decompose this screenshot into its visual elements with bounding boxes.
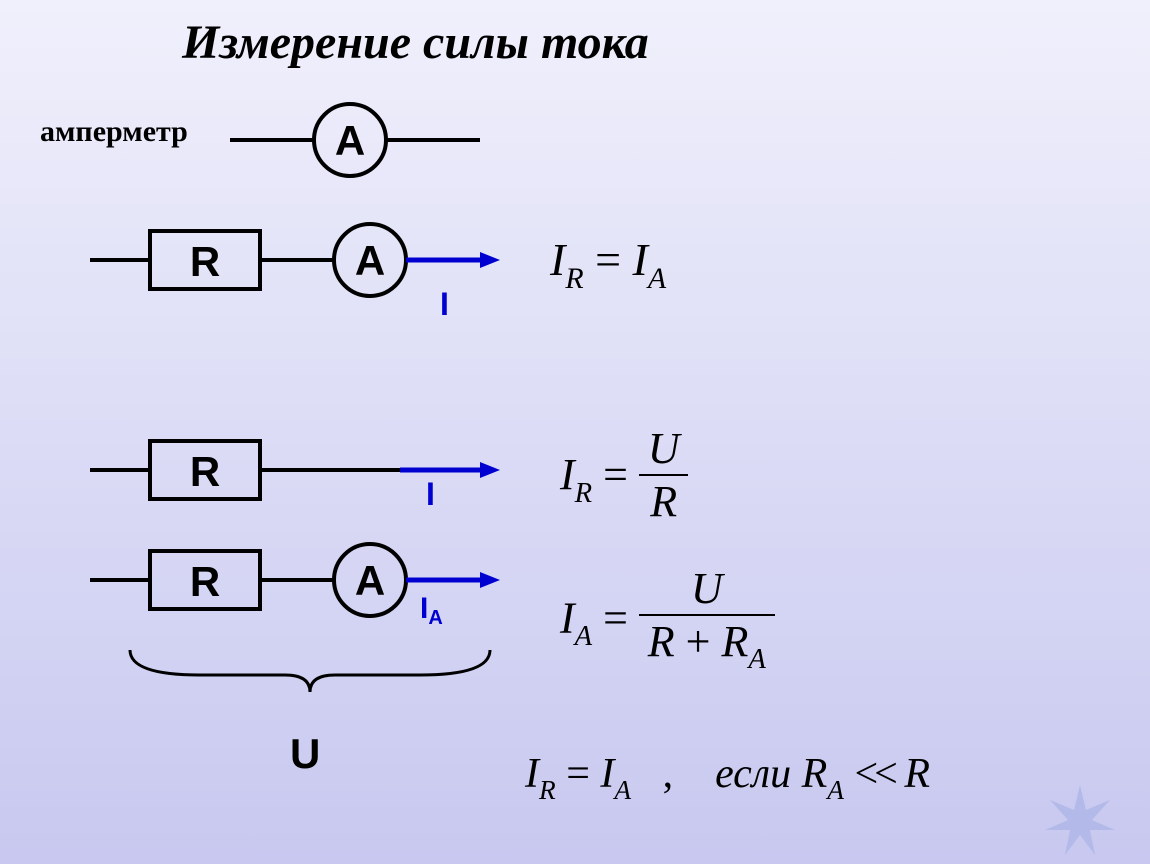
current-i-label-1: I [440, 286, 449, 322]
formula-ir-u-over-r: IR = U R [560, 427, 688, 531]
voltage-u-label: U [290, 730, 320, 778]
diagram-r-only: R I [90, 430, 510, 520]
resistor-r-label-1: R [190, 238, 220, 285]
star-decoration-icon [1030, 780, 1130, 860]
current-ia-label: IA [420, 592, 443, 629]
subtitle-ampermeter: амперметр [40, 115, 188, 149]
formula-ir-eq-ia: IR = IA [550, 233, 666, 293]
ammeter-a-label: A [335, 117, 365, 164]
diagram-r-a-series: R A I [90, 210, 510, 340]
diagram-r-a-series-2: R A IA [90, 540, 510, 640]
formula-ia-u-over-r-ra: IA = U R + RA [560, 567, 775, 678]
ammeter-a-label-3: A [355, 557, 385, 604]
formula-condition: IR = IA , если RA << R [525, 750, 930, 803]
current-i-label-2: I [426, 476, 435, 512]
diagram-ammeter-symbol: A [230, 100, 530, 180]
page-title: Измерение силы тока [182, 15, 649, 70]
resistor-r-label-2: R [190, 448, 220, 495]
resistor-r-label-3: R [190, 558, 220, 605]
brace-u [90, 630, 510, 720]
ammeter-a-label-2: A [355, 237, 385, 284]
